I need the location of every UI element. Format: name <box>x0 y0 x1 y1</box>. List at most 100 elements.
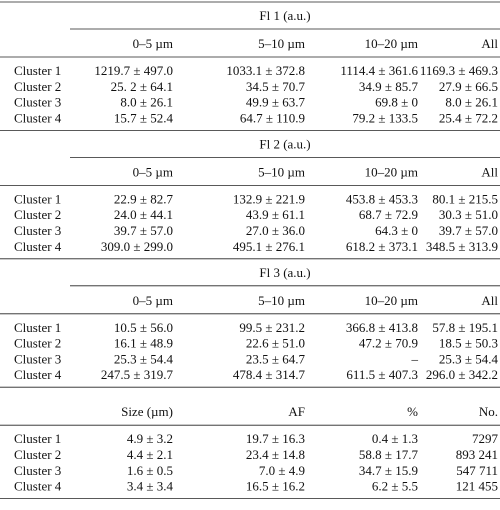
cell: 25.3 ± 54.4 <box>114 351 174 366</box>
cell: 64.7 ± 110.9 <box>240 110 305 125</box>
cell: 247.5 ± 319.7 <box>101 367 174 382</box>
column-header: 5–10 µm <box>258 36 305 51</box>
cell: 4.9 ± 3.2 <box>127 431 173 446</box>
cell: 49.9 ± 63.7 <box>246 95 306 110</box>
cell: 618.2 ± 373.1 <box>346 239 418 254</box>
cell: 24.0 ± 44.1 <box>114 207 173 222</box>
column-header: 0–5 µm <box>133 164 173 179</box>
cell: 15.7 ± 52.4 <box>114 110 174 125</box>
column-header: % <box>407 404 418 419</box>
cell: 23.4 ± 14.8 <box>246 447 305 462</box>
cell: 3.4 ± 3.4 <box>127 479 174 494</box>
cell: 296.0 ± 342.2 <box>426 367 498 382</box>
cell: 18.5 ± 50.3 <box>439 336 498 351</box>
cell: 80.1 ± 215.5 <box>432 191 498 206</box>
cell: 4.4 ± 2.1 <box>127 447 173 462</box>
cell: 34.7 ± 15.9 <box>359 463 418 478</box>
cell: 132.9 ± 221.9 <box>233 191 305 206</box>
row-label: Cluster 4 <box>14 110 62 125</box>
section-title: Fl 3 (a.u.) <box>259 265 310 280</box>
row-label: Cluster 1 <box>14 63 61 78</box>
cell: 69.8 ± 0 <box>375 95 418 110</box>
cell: 1114.4 ± 361.6 <box>340 63 418 78</box>
cell: 10.5 ± 56.0 <box>114 320 173 335</box>
column-header: Size (µm) <box>121 404 173 419</box>
cell: 121 455 <box>456 479 498 494</box>
cell: 7297 <box>472 431 499 446</box>
row-label: Cluster 3 <box>14 463 61 478</box>
cell: 68.7 ± 72.9 <box>359 207 418 222</box>
cell: 25.3 ± 54.4 <box>439 351 499 366</box>
row-label: Cluster 1 <box>14 191 61 206</box>
cell: 8.0 ± 26.1 <box>445 95 498 110</box>
cell: 79.2 ± 133.5 <box>352 110 418 125</box>
cell: – <box>411 351 419 366</box>
section-title: Fl 1 (a.u.) <box>259 8 310 23</box>
cell: 1033.1 ± 372.8 <box>226 63 305 78</box>
row-label: Cluster 4 <box>14 239 62 254</box>
column-header: All <box>481 36 498 51</box>
column-header: 0–5 µm <box>133 36 173 51</box>
cell: 478.4 ± 314.7 <box>233 367 306 382</box>
row-label: Cluster 1 <box>14 320 61 335</box>
cell: 1169.3 ± 469.3 <box>420 63 498 78</box>
cell: 23.5 ± 64.7 <box>246 351 306 366</box>
cell: 57.8 ± 195.1 <box>432 320 498 335</box>
row-label: Cluster 3 <box>14 95 61 110</box>
cell: 6.2 ± 5.5 <box>372 479 418 494</box>
cell: 547 711 <box>456 463 498 478</box>
cell: 27.9 ± 66.5 <box>439 79 498 94</box>
column-header: 10–20 µm <box>365 36 418 51</box>
row-label: Cluster 2 <box>14 79 61 94</box>
cell: 22.9 ± 82.7 <box>114 191 174 206</box>
cell: 309.0 ± 299.0 <box>101 239 173 254</box>
row-label: Cluster 4 <box>14 367 62 382</box>
cell: 19.7 ± 16.3 <box>246 431 305 446</box>
cell: 348.5 ± 313.9 <box>426 239 498 254</box>
cell: 7.0 ± 4.9 <box>259 463 305 478</box>
cell: 8.0 ± 26.1 <box>120 95 173 110</box>
cell: 30.3 ± 51.0 <box>439 207 498 222</box>
cell: 22.6 ± 51.0 <box>246 336 305 351</box>
column-header: 5–10 µm <box>258 293 305 308</box>
cell: 47.2 ± 70.9 <box>359 336 418 351</box>
column-header: AF <box>288 404 305 419</box>
column-header: No. <box>479 404 498 419</box>
cell: 39.7 ± 57.0 <box>114 223 173 238</box>
cell: 893 241 <box>456 447 498 462</box>
cell: 25.4 ± 72.2 <box>439 110 498 125</box>
column-header: 0–5 µm <box>133 293 173 308</box>
cell: 16.5 ± 16.2 <box>246 479 305 494</box>
cell: 27.0 ± 36.0 <box>246 223 305 238</box>
row-label: Cluster 2 <box>14 336 61 351</box>
cell: 34.9 ± 85.7 <box>359 79 419 94</box>
cell: 58.8 ± 17.7 <box>359 447 419 462</box>
column-header: 10–20 µm <box>365 293 418 308</box>
cell: 34.5 ± 70.7 <box>246 79 306 94</box>
cell: 25. 2 ± 64.1 <box>111 79 173 94</box>
cell: 16.1 ± 48.9 <box>114 336 173 351</box>
row-label: Cluster 3 <box>14 223 61 238</box>
cell: 64.3 ± 0 <box>375 223 418 238</box>
cell: 0.4 ± 1.3 <box>372 431 418 446</box>
column-header: 10–20 µm <box>365 164 418 179</box>
cell: 1.6 ± 0.5 <box>127 463 173 478</box>
column-header: All <box>481 293 498 308</box>
column-header: 5–10 µm <box>258 164 305 179</box>
row-label: Cluster 3 <box>14 351 61 366</box>
cell: 495.1 ± 276.1 <box>233 239 305 254</box>
cell: 611.5 ± 407.3 <box>346 367 418 382</box>
cell: 39.7 ± 57.0 <box>439 223 498 238</box>
section-title: Fl 2 (a.u.) <box>259 136 310 151</box>
cell: 43.9 ± 61.1 <box>246 207 305 222</box>
cell: 366.8 ± 413.8 <box>346 320 418 335</box>
row-label: Cluster 4 <box>14 479 62 494</box>
cell: 453.8 ± 453.3 <box>346 191 418 206</box>
row-label: Cluster 2 <box>14 207 61 222</box>
row-label: Cluster 2 <box>14 447 61 462</box>
cell: 1219.7 ± 497.0 <box>94 63 173 78</box>
row-label: Cluster 1 <box>14 431 61 446</box>
column-header: All <box>481 164 498 179</box>
cell: 99.5 ± 231.2 <box>239 320 305 335</box>
